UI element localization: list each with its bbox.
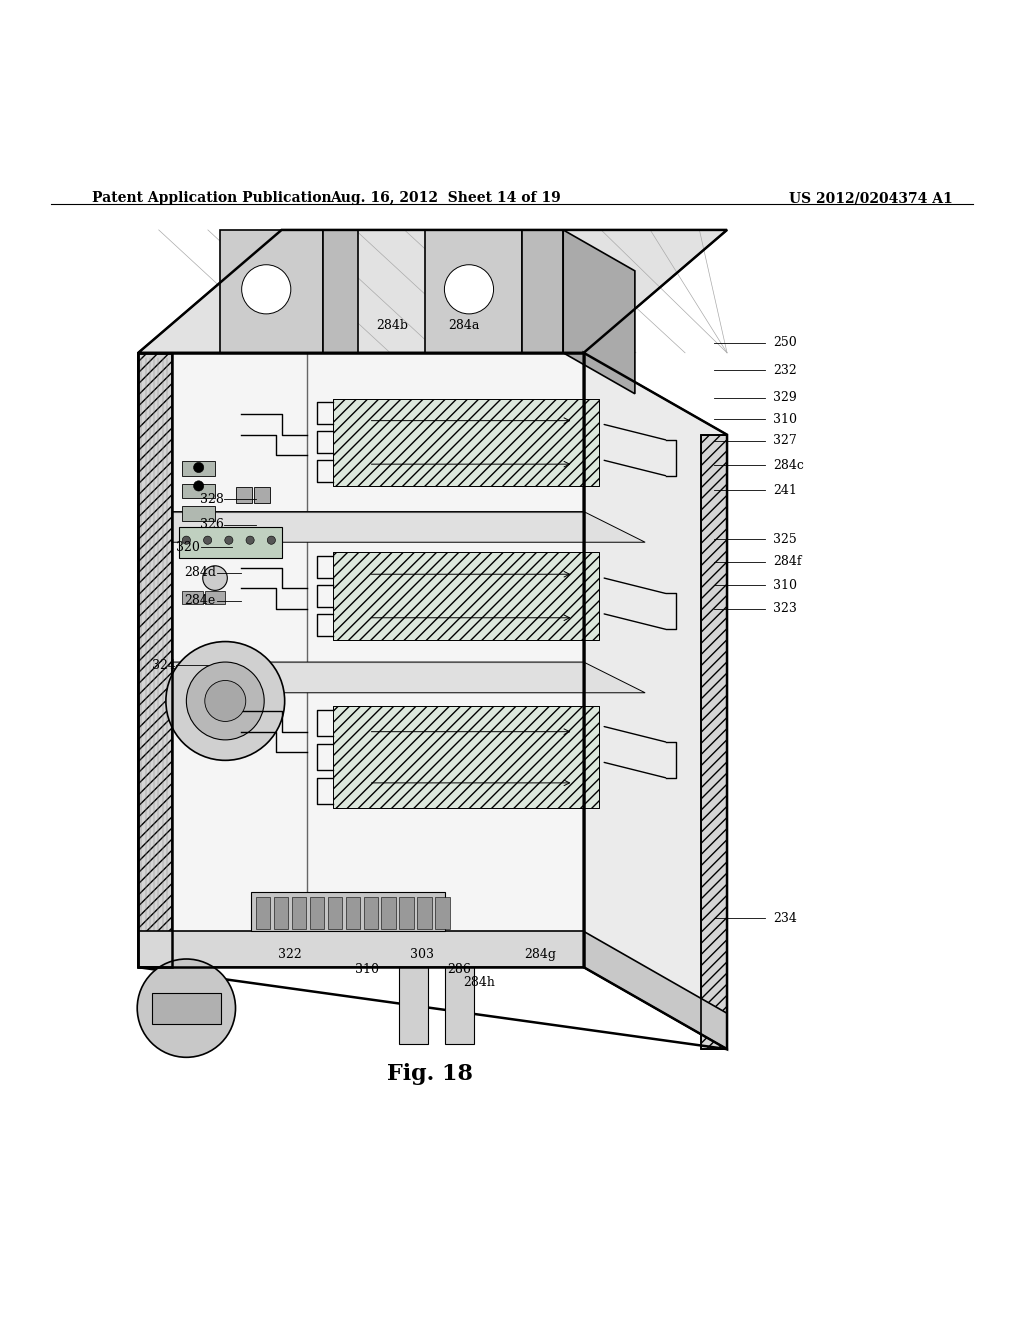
Bar xyxy=(256,896,270,929)
Text: US 2012/0204374 A1: US 2012/0204374 A1 xyxy=(788,191,952,205)
Text: 241: 241 xyxy=(773,483,797,496)
Polygon shape xyxy=(701,434,727,1049)
Circle shape xyxy=(444,265,494,314)
Text: 250: 250 xyxy=(773,337,797,348)
Circle shape xyxy=(205,681,246,722)
Polygon shape xyxy=(138,230,727,352)
Text: Patent Application Publication: Patent Application Publication xyxy=(92,191,332,205)
Bar xyxy=(399,896,414,929)
Bar xyxy=(292,896,306,929)
Polygon shape xyxy=(584,932,727,1049)
Bar xyxy=(435,896,450,929)
Circle shape xyxy=(137,960,236,1057)
Polygon shape xyxy=(563,230,635,393)
Circle shape xyxy=(186,663,264,741)
Bar xyxy=(182,462,215,475)
Bar xyxy=(254,487,270,503)
Text: 323: 323 xyxy=(773,602,797,615)
Text: 286: 286 xyxy=(446,962,471,975)
Text: 310: 310 xyxy=(773,413,797,426)
Circle shape xyxy=(194,480,204,491)
Circle shape xyxy=(204,536,212,544)
Text: 327: 327 xyxy=(773,434,797,447)
Text: 329: 329 xyxy=(773,391,797,404)
Text: 284a: 284a xyxy=(449,319,479,333)
Text: 303: 303 xyxy=(410,948,434,961)
Text: 310: 310 xyxy=(773,578,797,591)
Polygon shape xyxy=(333,553,599,639)
Text: 320: 320 xyxy=(176,541,200,554)
Bar xyxy=(309,896,324,929)
Circle shape xyxy=(246,536,254,544)
Bar xyxy=(179,527,282,557)
Circle shape xyxy=(194,462,204,473)
Polygon shape xyxy=(584,352,727,1049)
Polygon shape xyxy=(172,512,645,543)
Bar xyxy=(182,591,203,603)
Circle shape xyxy=(182,536,190,544)
Polygon shape xyxy=(138,352,584,968)
Text: 284e: 284e xyxy=(184,594,216,607)
Text: 284c: 284c xyxy=(773,459,804,473)
Text: 284h: 284h xyxy=(463,975,496,989)
Bar xyxy=(182,484,215,498)
Bar xyxy=(205,591,225,603)
Bar xyxy=(445,968,474,1044)
Polygon shape xyxy=(333,399,599,486)
Text: 324: 324 xyxy=(152,659,175,672)
Circle shape xyxy=(203,566,227,590)
Polygon shape xyxy=(522,230,563,352)
Text: Aug. 16, 2012  Sheet 14 of 19: Aug. 16, 2012 Sheet 14 of 19 xyxy=(330,191,561,205)
Polygon shape xyxy=(425,230,522,352)
Polygon shape xyxy=(323,230,358,352)
Polygon shape xyxy=(333,706,599,808)
Circle shape xyxy=(242,265,291,314)
Bar xyxy=(418,896,432,929)
Bar xyxy=(274,896,289,929)
Text: 284f: 284f xyxy=(773,556,802,568)
Text: 284g: 284g xyxy=(524,948,557,961)
Bar xyxy=(236,487,252,503)
Polygon shape xyxy=(138,932,584,968)
Circle shape xyxy=(166,642,285,760)
Circle shape xyxy=(225,536,233,544)
Text: 284d: 284d xyxy=(184,566,216,579)
Bar xyxy=(182,507,215,520)
Polygon shape xyxy=(138,352,172,968)
Bar xyxy=(251,892,445,932)
Text: 234: 234 xyxy=(773,912,797,924)
Polygon shape xyxy=(172,663,645,693)
Text: 326: 326 xyxy=(200,519,223,532)
Circle shape xyxy=(267,536,275,544)
Text: 310: 310 xyxy=(354,962,379,975)
Bar xyxy=(381,896,395,929)
Text: Fig. 18: Fig. 18 xyxy=(387,1063,473,1085)
Bar xyxy=(152,993,221,1023)
Bar xyxy=(328,896,342,929)
Text: 232: 232 xyxy=(773,364,797,376)
Text: 328: 328 xyxy=(200,492,223,506)
Text: 284b: 284b xyxy=(376,319,409,333)
Text: 322: 322 xyxy=(278,948,302,961)
Bar xyxy=(364,896,378,929)
Bar xyxy=(346,896,360,929)
Text: 325: 325 xyxy=(773,533,797,545)
Polygon shape xyxy=(220,230,323,352)
Bar xyxy=(399,968,428,1044)
